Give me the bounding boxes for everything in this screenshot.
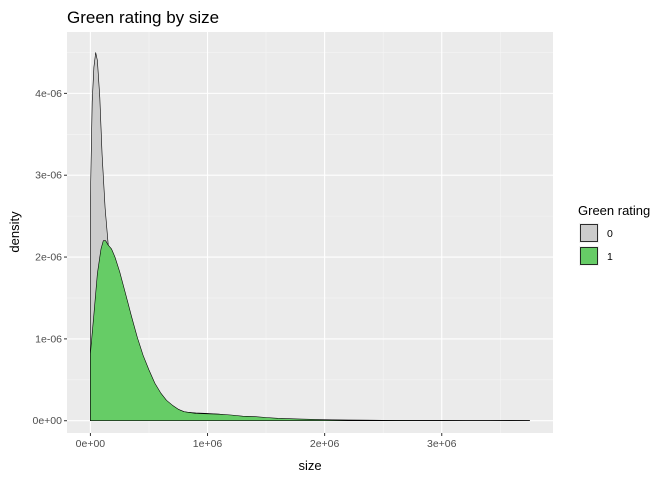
legend-title: Green rating — [578, 203, 650, 218]
x-tick-label: 3e+06 — [427, 438, 457, 450]
legend-swatch-0 — [580, 224, 598, 242]
x-axis-title: size — [298, 458, 321, 473]
y-tick-label: 2e-06 — [35, 252, 62, 264]
legend-label-0: 0 — [607, 228, 613, 240]
y-axis: 0e+00 1e-06 2e-06 3e-06 4e-06 — [33, 88, 67, 427]
density-areas — [90, 52, 530, 421]
legend-items: 01 — [579, 223, 613, 266]
x-tick-label: 2e+06 — [310, 438, 340, 450]
y-axis-title: density — [7, 211, 22, 253]
density-area-1 — [90, 240, 530, 421]
legend: Green rating 01 — [578, 203, 650, 266]
grid-minor — [67, 32, 553, 433]
chart-title: Green rating by size — [67, 8, 219, 27]
y-tick-label: 0e+00 — [33, 415, 63, 427]
y-tick-label: 1e-06 — [35, 333, 62, 345]
plot-panel — [67, 32, 553, 433]
y-tick-label: 4e-06 — [35, 88, 62, 100]
x-tick-label: 1e+06 — [193, 438, 223, 450]
x-tick-label: 0e+00 — [76, 438, 106, 450]
legend-swatch-1 — [580, 247, 598, 265]
legend-label-1: 1 — [607, 251, 613, 263]
x-axis: 0e+00 1e+06 2e+06 3e+06 — [76, 433, 457, 450]
y-tick-label: 3e-06 — [35, 170, 62, 182]
